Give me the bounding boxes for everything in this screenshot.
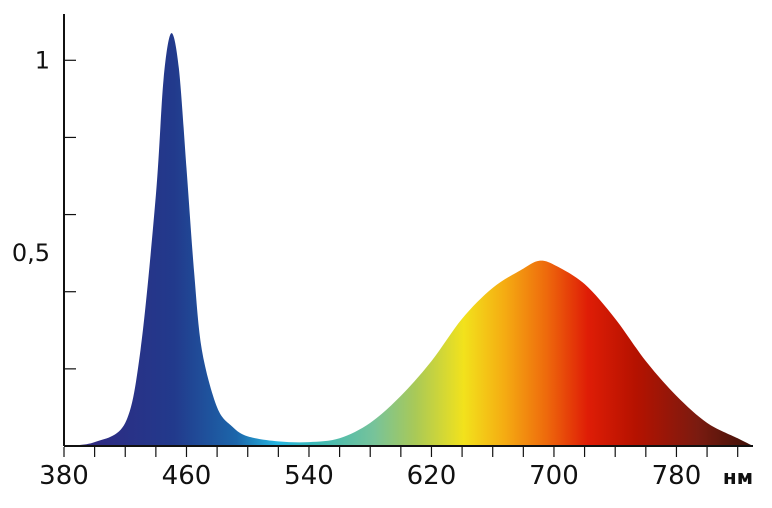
y-tick-label-0-5: 0,5 [12,239,50,267]
y-tick-label-1: 1 [35,46,50,74]
axes-layer [63,14,753,457]
x-axis-unit-label: нм [723,465,753,489]
series-area-0 [64,33,753,446]
x-tick-label-780: 780 [652,461,702,491]
x-tick-label-460: 460 [162,461,212,491]
x-tick-label-620: 620 [407,461,457,491]
labels-layer: 380 460 540 620 700 780 1 0,5 нм [12,46,753,491]
x-tick-label-380: 380 [39,461,89,491]
x-tick-label-700: 700 [529,461,579,491]
series-layer [64,33,753,446]
x-tick-label-540: 540 [284,461,334,491]
